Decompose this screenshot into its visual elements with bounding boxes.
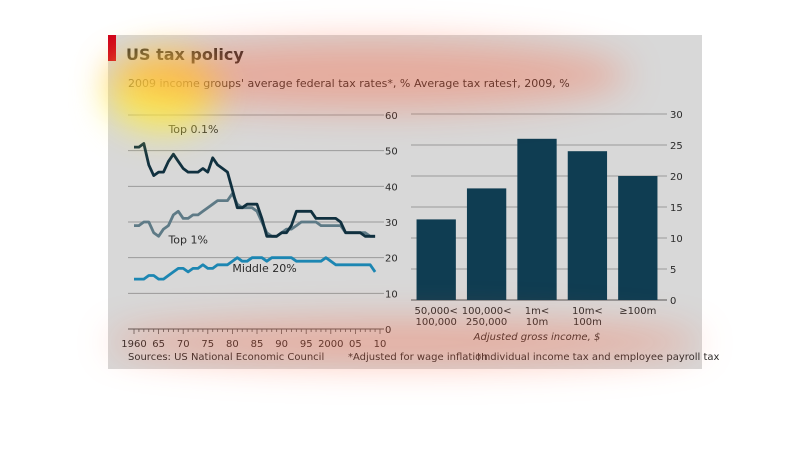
- bar: [567, 151, 608, 300]
- line-series-top-1-: [134, 192, 376, 238]
- bar-chart-y-tick-label: 10: [670, 234, 683, 245]
- bar-category-label-line: 10m<: [572, 306, 603, 317]
- tax-note: †Individual income tax and employee payr…: [476, 352, 720, 363]
- line-chart-x-tick-label: 1960: [121, 339, 146, 350]
- bar-category-label-line: 100,000<: [462, 306, 512, 317]
- line-chart-y-tick-label: 10: [385, 289, 398, 300]
- line-chart-y-tick-label: 50: [385, 147, 398, 158]
- line-chart-y-tick-label: 20: [385, 254, 398, 265]
- bar-chart-y-tick-label: 20: [670, 172, 683, 183]
- bar-category-label: 100,000< 250,000: [462, 306, 512, 328]
- sources-note: Sources: US National Economic Council: [128, 352, 325, 363]
- line-chart-x-tick-label: 95: [300, 339, 313, 350]
- line-chart-y-tick-label: 40: [385, 182, 398, 193]
- bar-category-label-line: 100,000: [416, 317, 457, 328]
- bar-category-label-line: 50,000<: [415, 306, 458, 317]
- line-chart-y-tick-label: 0: [385, 325, 391, 336]
- line-chart-x-tick-label: 10: [374, 339, 387, 350]
- line-chart-y-tick-label: 60: [385, 111, 398, 122]
- bar-category-label: 10m< 100m: [572, 306, 603, 328]
- bar-category-label-line: 250,000: [466, 317, 507, 328]
- line-series-label: Top 0.1%: [167, 123, 218, 136]
- bar-category-label: 50,000< 100,000: [415, 306, 458, 328]
- line-chart-y-tick-label: 30: [385, 218, 398, 229]
- line-chart-x-tick-label: 70: [177, 339, 190, 350]
- bar-category-label-line: ≥100m: [619, 306, 656, 317]
- bar-category-label-line: 1m<: [525, 306, 549, 317]
- bar-category-label-line: 100m: [573, 317, 602, 328]
- bar-chart-y-tick-label: 5: [670, 265, 676, 276]
- line-series-middle-20-: [134, 256, 377, 281]
- bar-category-label: ≥100m: [619, 306, 656, 317]
- line-chart-x-tick-label: 85: [251, 339, 264, 350]
- line-chart-x-tick-label: 90: [275, 339, 288, 350]
- line-series-top-0-1-: [134, 142, 376, 238]
- bar-chart-title: Average tax rates†, 2009, %: [414, 77, 570, 90]
- line-series-label: Middle 20%: [232, 262, 296, 275]
- line-chart-x-tick-label: 80: [226, 339, 239, 350]
- bar-chart-y-tick-label: 25: [670, 141, 683, 152]
- line-chart-x-tick-label: 75: [201, 339, 214, 350]
- bar: [618, 176, 658, 300]
- bar: [416, 219, 456, 300]
- bar-category-label: 1m< 10m: [525, 306, 549, 328]
- brand-accent-bar: [108, 35, 116, 61]
- line-chart-x-tick-label: 65: [152, 339, 165, 350]
- bar: [517, 138, 557, 300]
- inflation-note: *Adjusted for wage inflation: [348, 352, 488, 363]
- line-chart: 0 10 20 30 40 50 60 1960 65 70 75 80 85 90 95 2000 05 10 T…: [121, 111, 397, 350]
- bar-chart-y-tick-label: 15: [670, 203, 683, 214]
- line-series-label: Top 1%: [167, 233, 208, 246]
- line-chart-x-tick-label: 2000: [318, 339, 343, 350]
- bar: [466, 188, 507, 300]
- bar-chart-y-tick-label: 0: [670, 296, 676, 307]
- bar-chart-x-axis-label: Adjusted gross income, $: [473, 332, 601, 343]
- bar-category-label-line: 10m: [526, 317, 548, 328]
- bar-chart-y-tick-label: 30: [670, 110, 683, 121]
- figure: US tax policy 2009 income groups' averag…: [108, 35, 719, 369]
- line-chart-x-tick-label: 05: [349, 339, 362, 350]
